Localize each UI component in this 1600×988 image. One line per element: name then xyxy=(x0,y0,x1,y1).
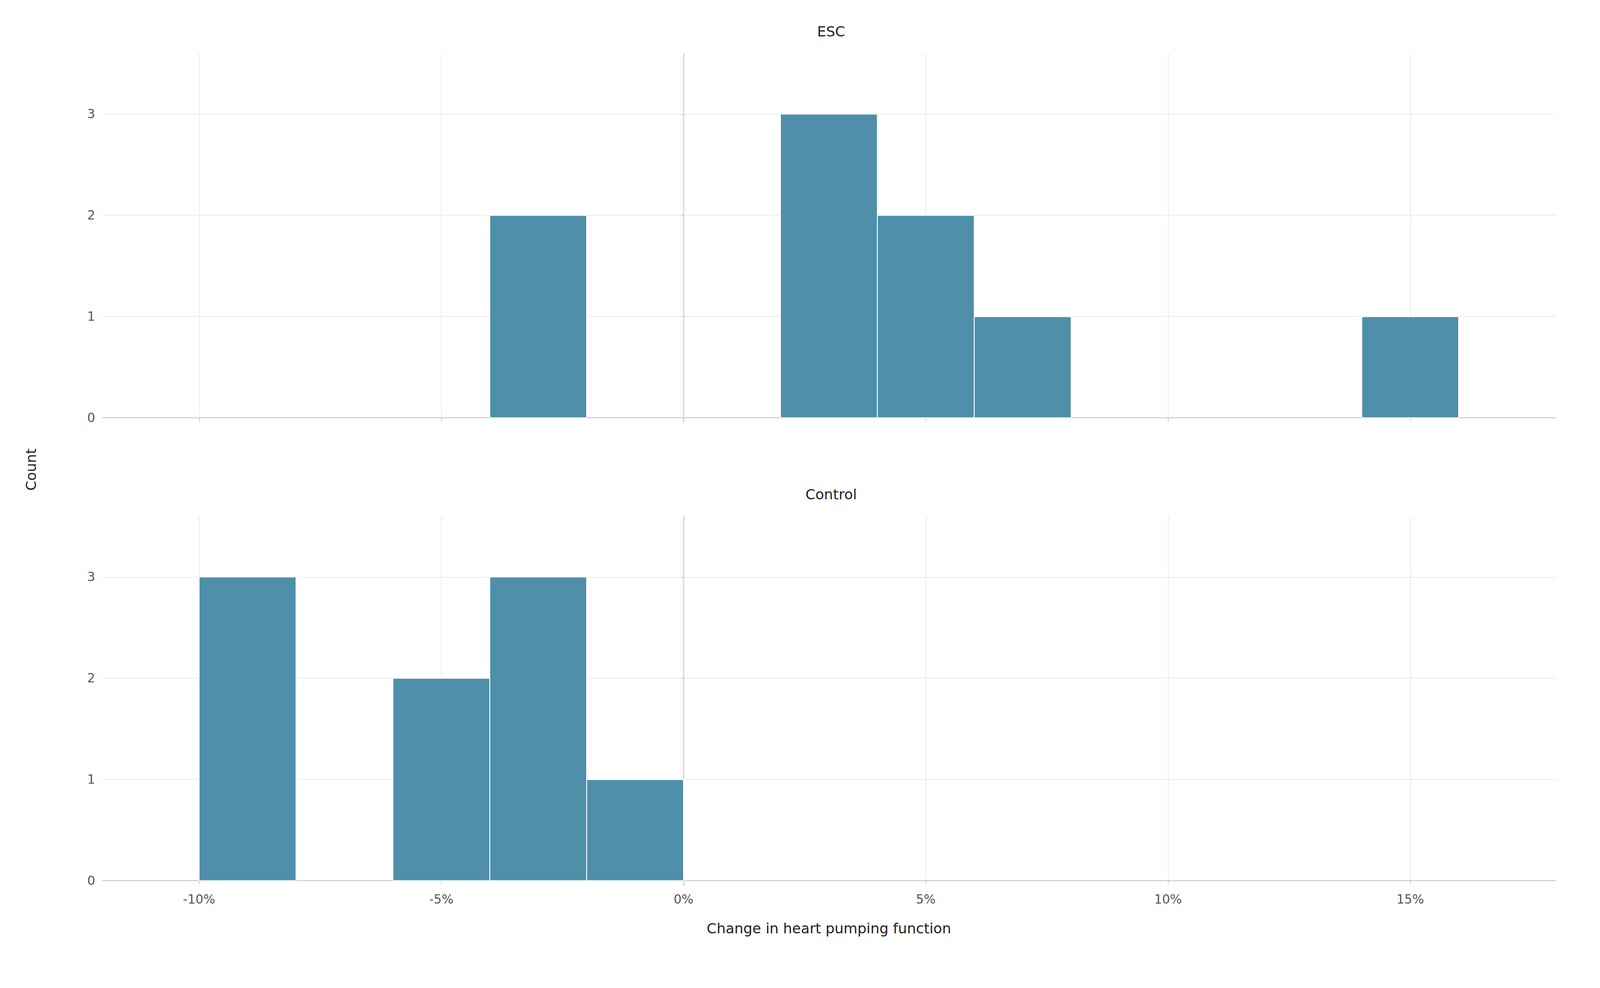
svg-text:15%: 15% xyxy=(1396,892,1424,908)
svg-text:-5%: -5% xyxy=(429,892,454,908)
svg-text:Change in heart pumping functi: Change in heart pumping function xyxy=(706,920,952,938)
svg-text:3: 3 xyxy=(87,106,96,122)
svg-text:-10%: -10% xyxy=(183,892,216,908)
svg-text:0: 0 xyxy=(87,410,96,426)
svg-text:2: 2 xyxy=(87,208,96,223)
svg-text:Count: Count xyxy=(22,448,40,491)
svg-text:2: 2 xyxy=(87,671,96,686)
svg-text:Control: Control xyxy=(805,486,857,504)
svg-text:10%: 10% xyxy=(1154,892,1182,908)
svg-text:5%: 5% xyxy=(916,892,936,908)
svg-text:ESC: ESC xyxy=(817,23,846,40)
svg-text:3: 3 xyxy=(87,569,96,585)
svg-text:1: 1 xyxy=(87,309,96,324)
svg-text:0%: 0% xyxy=(673,892,694,908)
svg-text:0: 0 xyxy=(87,873,96,889)
svg-text:1: 1 xyxy=(87,772,96,788)
